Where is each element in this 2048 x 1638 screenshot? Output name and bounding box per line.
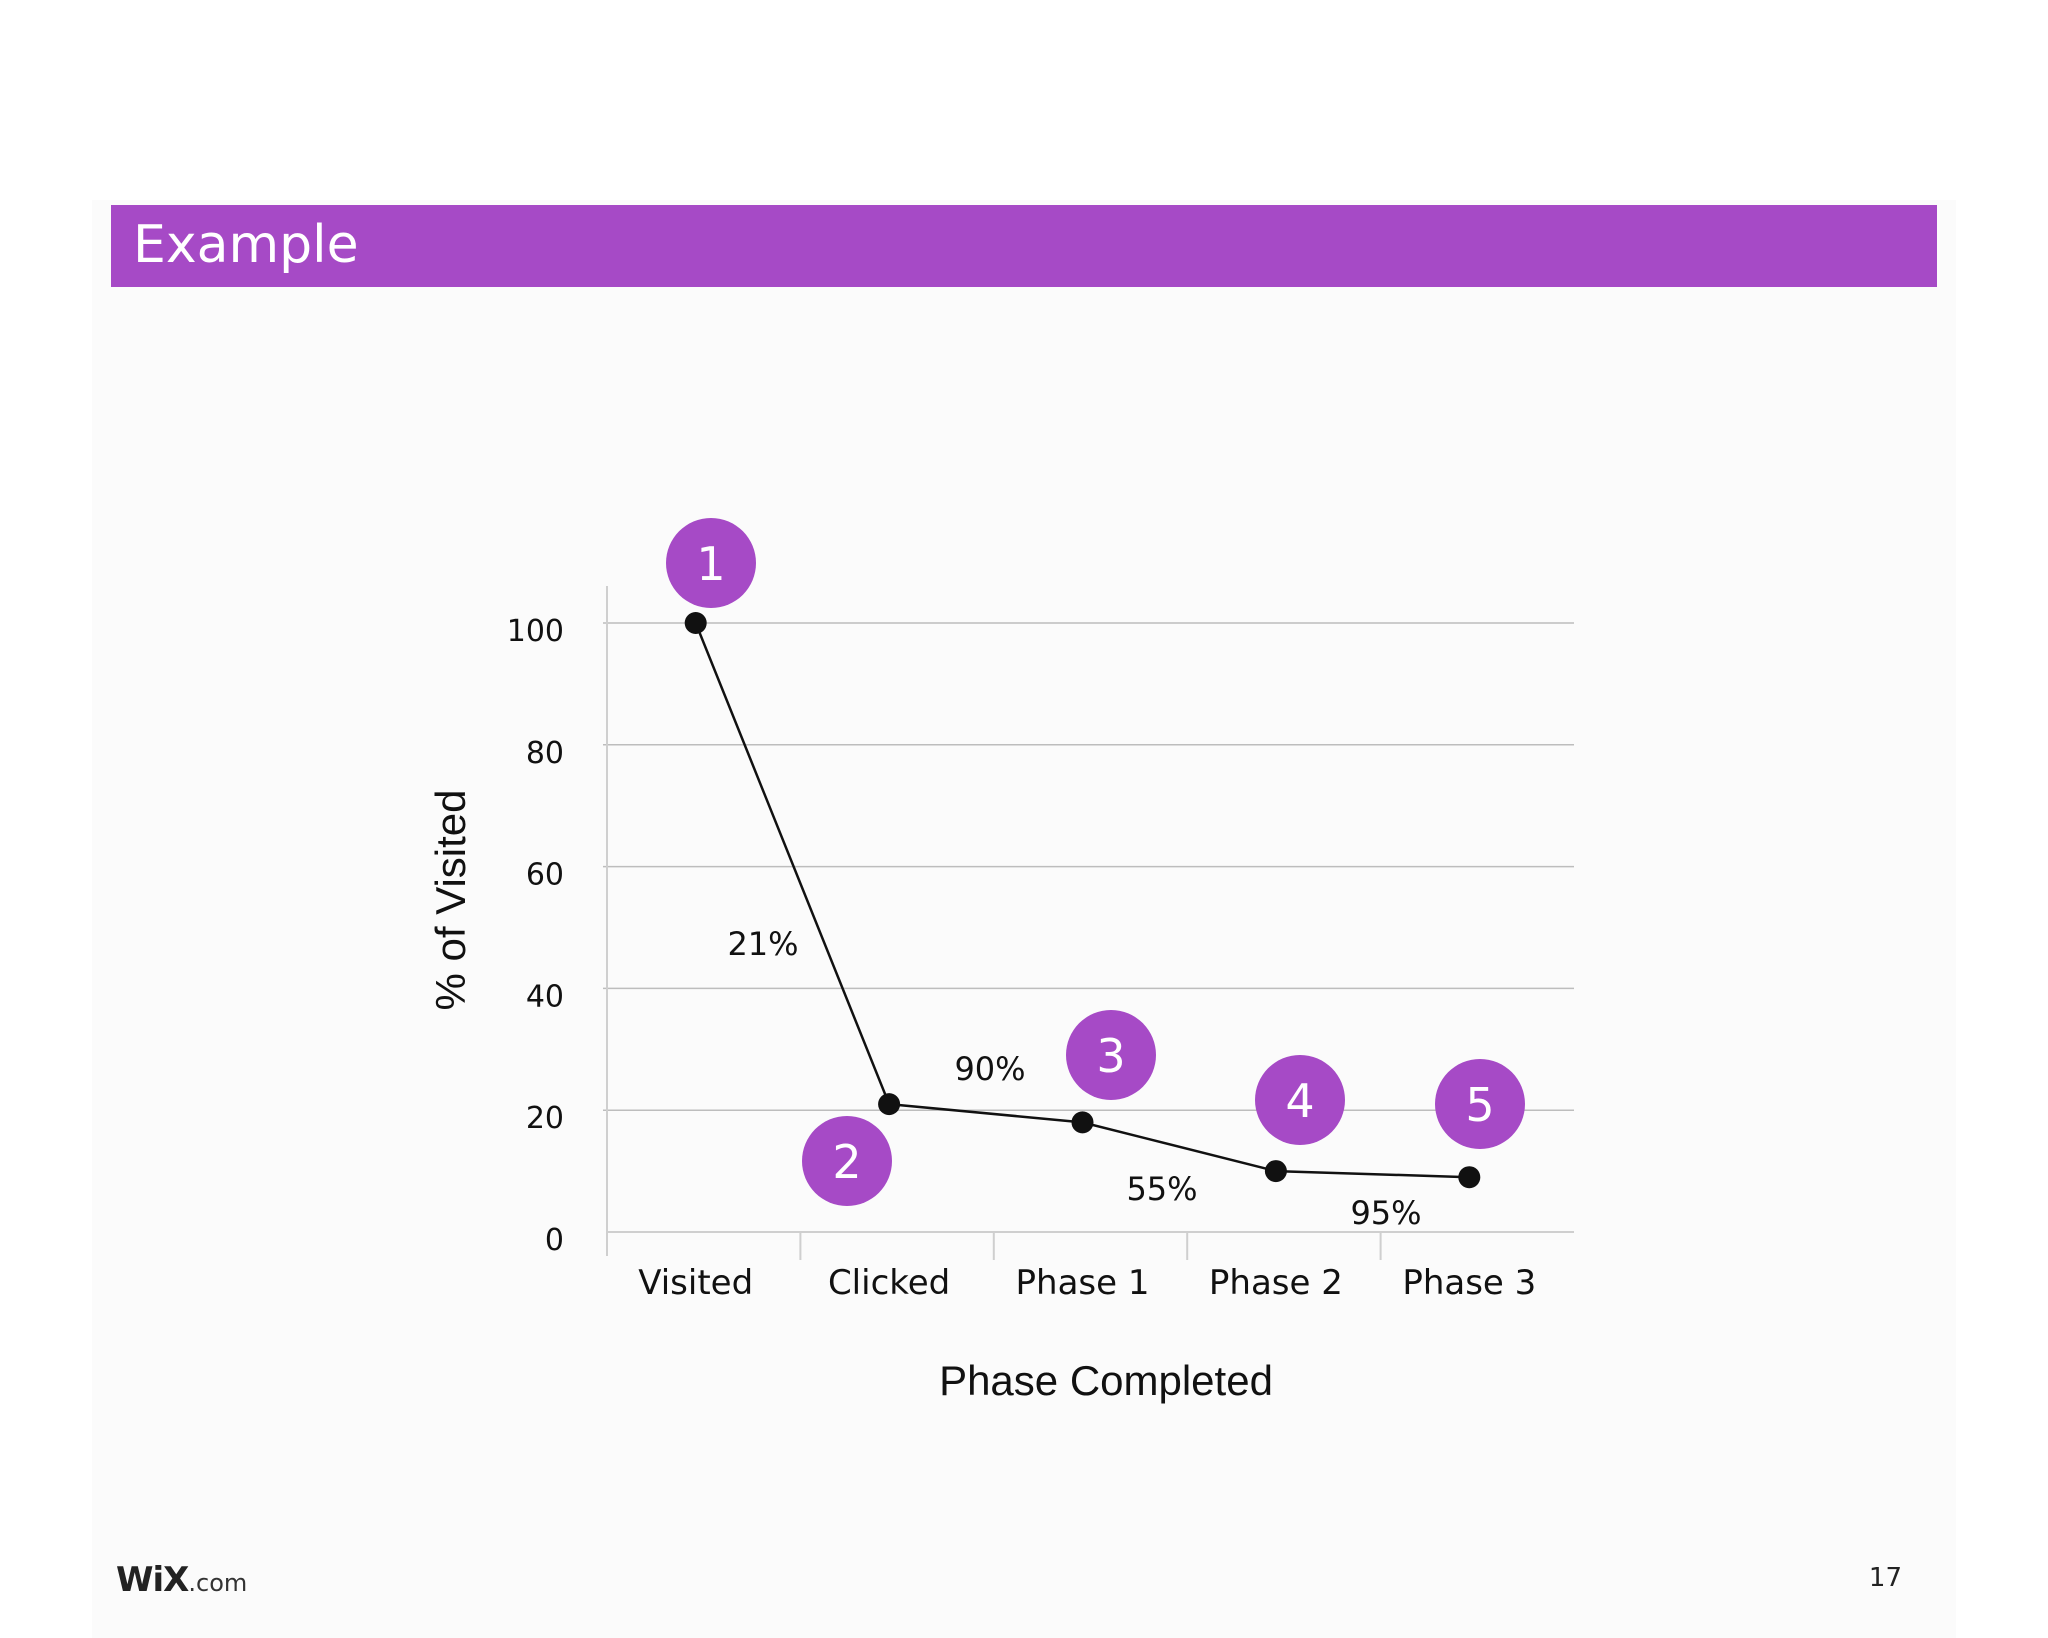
step-marker-circle [666,518,756,608]
y-tick-label: 20 [526,1101,564,1136]
step-marker-number: 4 [1285,1074,1314,1128]
wix-logo: WiX.com [116,1560,247,1600]
y-tick-label: 80 [526,736,564,771]
data-point [878,1093,901,1116]
x-tick-label: Visited [638,1263,753,1303]
step-marker-number: 5 [1465,1078,1494,1132]
x-tick-label: Phase 2 [1209,1263,1343,1303]
logo-suffix: .com [188,1569,248,1597]
step-marker-circle [1435,1059,1525,1149]
step-marker-circle [802,1116,892,1206]
y-axis-title: % of Visited [427,789,474,1010]
y-tick-label: 100 [507,614,564,649]
y-tick-label: 60 [526,858,564,893]
step-marker-number: 3 [1096,1029,1125,1083]
y-tick-label: 40 [526,979,564,1014]
data-point [1264,1160,1287,1183]
series-line [694,622,1470,1179]
conversion-label: 55% [1126,1170,1197,1208]
conversion-label: 21% [727,925,798,963]
conversion-label: 95% [1350,1194,1421,1232]
page-title: Example [133,215,359,275]
step-marker-circle [1066,1010,1156,1100]
page-number: 17 [1868,1563,1902,1593]
data-point [684,612,707,634]
step-marker-circle [1255,1055,1345,1145]
logo-brand: WiX [116,1560,189,1600]
slide-background [92,200,1956,1638]
data-point [1458,1166,1481,1189]
data-point [1071,1111,1094,1134]
title-bar: Example [111,205,1937,287]
x-tick-label: Clicked [828,1263,950,1303]
y-tick-label: 0 [545,1223,564,1258]
x-tick-label: Phase 3 [1402,1263,1536,1303]
x-axis-title: Phase Completed [939,1357,1273,1404]
step-marker-number: 2 [832,1135,861,1189]
step-marker-number: 1 [696,537,725,591]
conversion-label: 90% [954,1050,1025,1088]
x-tick-label: Phase 1 [1016,1263,1150,1303]
